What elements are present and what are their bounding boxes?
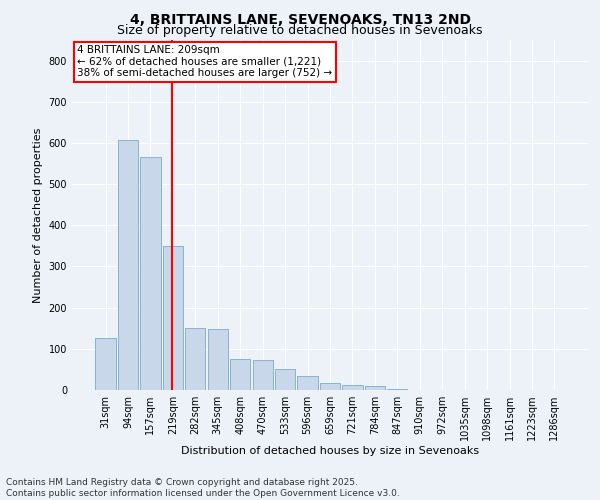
- Text: Contains HM Land Registry data © Crown copyright and database right 2025.
Contai: Contains HM Land Registry data © Crown c…: [6, 478, 400, 498]
- Bar: [253, 360, 273, 390]
- Bar: [298, 376, 317, 390]
- Bar: [95, 338, 116, 390]
- Bar: [163, 246, 183, 390]
- Bar: [320, 382, 340, 390]
- X-axis label: Distribution of detached houses by size in Sevenoaks: Distribution of detached houses by size …: [181, 446, 479, 456]
- Text: 4 BRITTAINS LANE: 209sqm
← 62% of detached houses are smaller (1,221)
38% of sem: 4 BRITTAINS LANE: 209sqm ← 62% of detach…: [77, 46, 332, 78]
- Bar: [208, 329, 228, 390]
- Bar: [275, 370, 295, 390]
- Bar: [230, 359, 250, 390]
- Bar: [140, 156, 161, 390]
- Bar: [387, 389, 407, 390]
- Bar: [185, 328, 205, 390]
- Text: 4, BRITTAINS LANE, SEVENOAKS, TN13 2ND: 4, BRITTAINS LANE, SEVENOAKS, TN13 2ND: [130, 12, 470, 26]
- Bar: [365, 386, 385, 390]
- Bar: [118, 140, 138, 390]
- Text: Size of property relative to detached houses in Sevenoaks: Size of property relative to detached ho…: [117, 24, 483, 37]
- Bar: [343, 385, 362, 390]
- Y-axis label: Number of detached properties: Number of detached properties: [33, 128, 43, 302]
